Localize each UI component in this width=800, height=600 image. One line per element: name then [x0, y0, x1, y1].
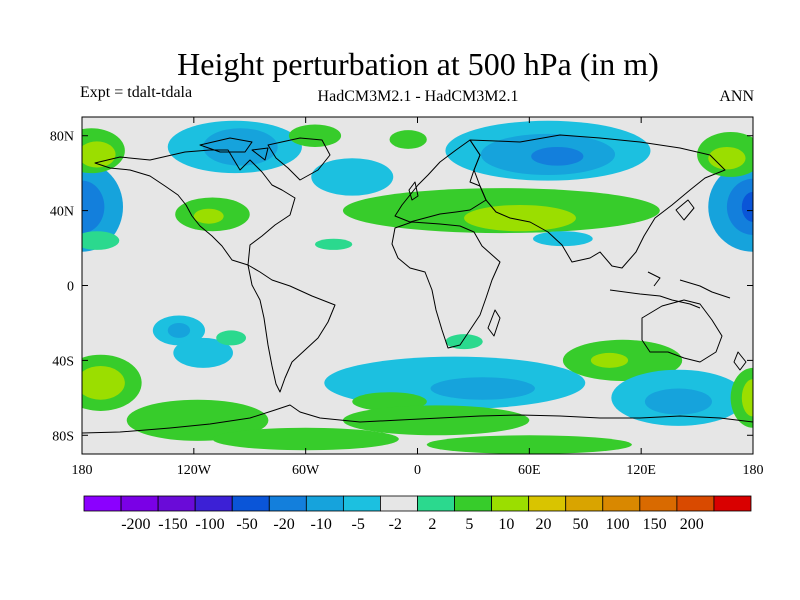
colorbar-label: 10 — [498, 516, 514, 533]
colorbar-swatch — [713, 495, 752, 512]
field-contour-25 — [82, 366, 125, 400]
coast-africa — [391, 221, 501, 349]
season-label: ANN — [719, 88, 754, 105]
field-contour-42 — [212, 427, 399, 451]
x-tick-label: 60W — [292, 463, 320, 478]
x-tick-label: 180 — [743, 463, 764, 478]
axis-ticks: 180 120W 60W 0 60E 120E 180 80N 40N 0 40S 80S — [50, 117, 764, 478]
field-contour-43 — [426, 435, 632, 454]
x-tick-label: 0 — [414, 463, 421, 478]
colorbar-label: 150 — [643, 516, 667, 533]
field-contour-20 — [531, 146, 584, 166]
colorbar-label: -10 — [310, 516, 331, 533]
coast-australia — [641, 299, 723, 363]
colorbar-swatch — [380, 495, 418, 512]
colorbar-swatch — [602, 495, 641, 512]
field-contour-16 — [389, 130, 427, 149]
colorbar-swatch — [305, 495, 344, 512]
colorbar-swatch — [231, 495, 270, 512]
x-tick-label: 120W — [177, 463, 212, 478]
coast-antarctica — [82, 404, 753, 434]
coast-new-zealand — [733, 351, 747, 371]
field-contour-1 — [82, 180, 105, 234]
y-tick-label: 40S — [52, 354, 74, 369]
colorbar-label: -5 — [352, 516, 365, 533]
field-contour-9 — [708, 146, 746, 170]
x-tick-label: 60E — [518, 463, 541, 478]
colorbar-swatch — [194, 495, 233, 512]
experiment-label: Expt = tdalt-tdala — [80, 84, 193, 101]
coast-uk — [408, 181, 419, 201]
x-tick-label: 120E — [626, 463, 656, 478]
colorbar-label: -20 — [273, 516, 294, 533]
field-contour-27 — [167, 322, 191, 338]
colorbar-label: 100 — [606, 516, 630, 533]
colorbar-swatch — [417, 495, 455, 512]
field-contour-7 — [82, 231, 120, 250]
field-contour-14 — [193, 208, 224, 224]
colorbar-swatch — [528, 495, 567, 512]
field-contour-30 — [126, 399, 269, 441]
colorbar: -200 -150 -100 -50 -20 -10 -5 -2 2 5 10 20 50 100 150 2… — [83, 495, 752, 533]
field-contour-15 — [288, 124, 342, 147]
coast-indonesia — [609, 271, 731, 309]
field-contour-12 — [311, 158, 394, 196]
colorbar-swatch — [491, 495, 530, 512]
colorbar-label: 2 — [428, 516, 436, 533]
colorbar-label: -50 — [236, 516, 257, 533]
field-contour-6 — [82, 141, 116, 168]
colorbar-swatch — [83, 495, 122, 512]
coast-asia — [469, 134, 726, 269]
height-perturbation-field — [82, 120, 753, 454]
colorbar-swatch — [676, 495, 715, 512]
colorbar-label: 20 — [535, 516, 551, 533]
coast-greenland — [267, 137, 331, 181]
field-contour-22 — [464, 204, 576, 232]
colorbar-swatch — [157, 495, 196, 512]
coast-madagascar — [487, 309, 501, 337]
field-contour-32 — [430, 377, 535, 400]
y-tick-label: 80S — [52, 429, 74, 444]
colorbar-label: -200 — [121, 516, 150, 533]
field-contour-33 — [445, 334, 483, 350]
colorbar-label: 200 — [680, 516, 704, 533]
field-contour-23 — [533, 231, 593, 247]
colorbar-swatch — [268, 495, 307, 512]
colorbar-label: -2 — [389, 516, 402, 533]
field-contour-3 — [726, 178, 753, 235]
colorbar-label: 5 — [465, 516, 473, 533]
field-contour-40 — [741, 379, 753, 417]
field-contour-11 — [203, 128, 278, 166]
field-contour-38 — [644, 388, 712, 415]
colorbar-swatch — [454, 495, 493, 512]
y-tick-label: 0 — [67, 280, 74, 295]
y-tick-label: 80N — [50, 130, 74, 145]
colorbar-swatch — [342, 495, 381, 512]
coast-arctic-islands — [199, 137, 269, 161]
colorbar-label: 50 — [573, 516, 589, 533]
model-comparison-label: HadCM3M2.1 - HadCM3M2.1 — [317, 88, 519, 105]
field-contour-4 — [741, 191, 753, 222]
colorbar-swatch — [639, 495, 678, 512]
coast-south-america — [247, 264, 336, 393]
x-tick-label: 180 — [72, 463, 93, 478]
plot-title: Height perturbation at 500 hPa (in m) — [177, 46, 659, 82]
colorbar-label: -100 — [195, 516, 224, 533]
colorbar-swatch — [120, 495, 159, 512]
coastlines — [82, 134, 753, 434]
colorbar-label: -150 — [158, 516, 187, 533]
field-contour-41 — [342, 405, 530, 436]
coast-north-america — [94, 149, 296, 266]
colorbar-swatch — [565, 495, 604, 512]
coast-japan — [675, 199, 695, 221]
field-contour-28 — [173, 337, 233, 368]
field-contour-17 — [314, 238, 353, 250]
y-tick-label: 40N — [50, 205, 74, 220]
field-contour-36 — [590, 352, 629, 368]
field-contour-29 — [216, 330, 247, 346]
